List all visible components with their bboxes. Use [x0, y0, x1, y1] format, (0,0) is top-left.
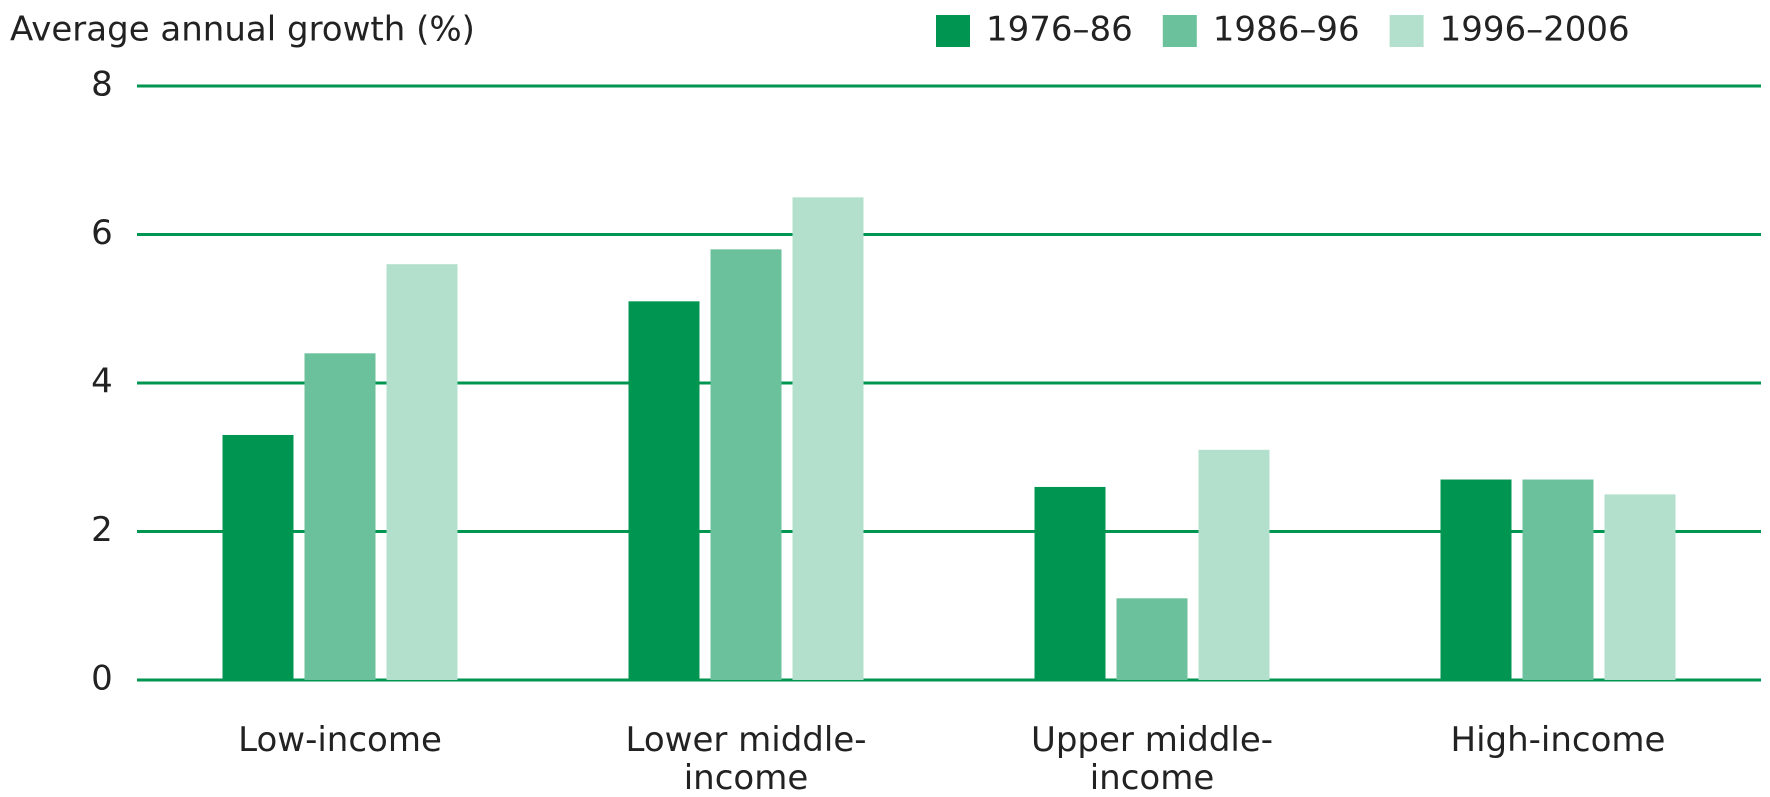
bar: [628, 301, 700, 680]
bar: [792, 197, 864, 680]
y-tick-label: 6: [91, 213, 113, 253]
bar: [386, 264, 458, 680]
bar: [222, 434, 294, 680]
bar: [1198, 449, 1270, 680]
y-tick-label: 2: [91, 510, 113, 550]
x-tick-label: Low-income: [238, 720, 442, 760]
bar: [304, 353, 376, 680]
y-axis-label: Average annual growth (%): [10, 10, 475, 50]
bar: [1604, 494, 1676, 680]
x-tick-label: Upper middle-income: [1030, 720, 1274, 797]
legend-swatch: [1162, 15, 1197, 47]
x-tick-label: High-income: [1450, 720, 1666, 760]
x-tick-label: Lower middle-income: [625, 720, 867, 797]
legend-label: 1986–96: [1213, 10, 1360, 50]
bar: [1440, 479, 1512, 680]
bar: [1522, 479, 1594, 680]
legend-label: 1996–2006: [1440, 10, 1630, 50]
bar: [1034, 486, 1106, 680]
y-tick-label: 4: [91, 362, 113, 402]
y-tick-label: 8: [91, 65, 113, 105]
legend-label: 1976–86: [986, 10, 1133, 50]
legend-swatch: [936, 15, 970, 47]
y-tick-label: 0: [91, 659, 113, 699]
legend-swatch: [1389, 15, 1424, 47]
bar: [1116, 598, 1188, 680]
bar: [710, 249, 782, 680]
